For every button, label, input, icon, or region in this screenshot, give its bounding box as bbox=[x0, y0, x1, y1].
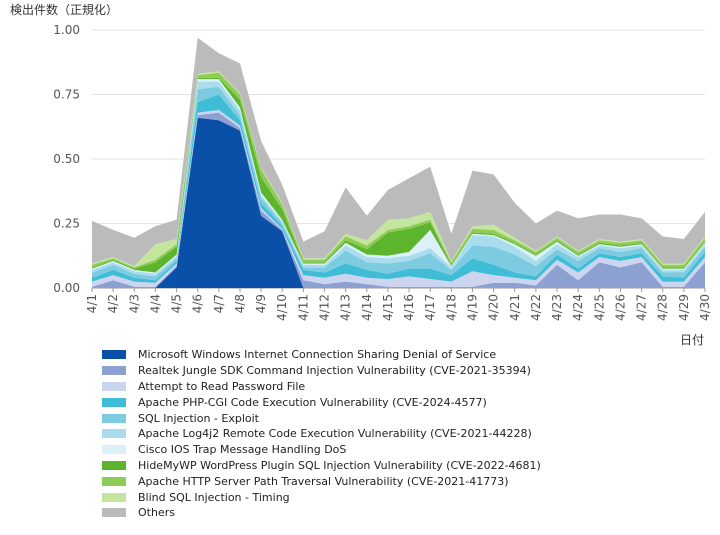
x-tick-label: 4/10 bbox=[275, 294, 289, 321]
y-tick-label: 0.25 bbox=[53, 217, 80, 231]
area-series bbox=[92, 117, 705, 288]
legend-label: Realtek Jungle SDK Command Injection Vul… bbox=[138, 364, 531, 378]
legend-item: Others bbox=[102, 505, 541, 521]
x-axis-title: 日付 bbox=[680, 333, 705, 347]
legend-item: Blind SQL Injection - Timing bbox=[102, 489, 541, 505]
legend-label: Blind SQL Injection - Timing bbox=[138, 490, 290, 504]
y-axis-title: 検出件数（正規化） bbox=[10, 3, 119, 17]
legend-label: HideMyWP WordPress Plugin SQL Injection … bbox=[138, 458, 541, 472]
x-tick-label: 4/30 bbox=[698, 294, 712, 321]
legend-label: Attempt to Read Password File bbox=[138, 379, 306, 393]
x-tick-label: 4/9 bbox=[254, 294, 268, 313]
x-tick-label: 4/7 bbox=[212, 294, 226, 313]
legend-label: SQL Injection - Exploit bbox=[138, 411, 259, 425]
legend-item: Attempt to Read Password File bbox=[102, 379, 541, 395]
x-tick-label: 4/21 bbox=[508, 294, 522, 321]
legend-swatch bbox=[102, 366, 126, 376]
x-tick-label: 4/1 bbox=[85, 294, 99, 313]
y-tick-label: 0.50 bbox=[53, 152, 80, 166]
legend-swatch bbox=[102, 350, 126, 360]
x-tick-label: 4/24 bbox=[571, 294, 585, 321]
x-tick-label: 4/4 bbox=[148, 294, 162, 313]
x-tick-label: 4/16 bbox=[402, 294, 416, 321]
area-series bbox=[92, 112, 705, 288]
legend: Microsoft Windows Internet Connection Sh… bbox=[102, 347, 541, 521]
x-tick-label: 4/18 bbox=[444, 294, 458, 321]
x-tick-label: 4/14 bbox=[360, 294, 374, 321]
area-series bbox=[92, 77, 705, 273]
x-tick-label: 4/26 bbox=[613, 294, 627, 321]
x-tick-label: 4/3 bbox=[127, 294, 141, 313]
x-tick-label: 4/2 bbox=[106, 294, 120, 313]
y-tick-label: 0.75 bbox=[53, 88, 80, 102]
x-tick-label: 4/22 bbox=[529, 294, 543, 321]
stacked-area-chart: 0.00 0.25 0.50 0.75 1.00 4/1 4/2 4/3 4/4 4/5 4/6 4/… bbox=[53, 23, 712, 321]
x-tick-label: 4/12 bbox=[318, 294, 332, 321]
area-series bbox=[92, 37, 705, 267]
legend-item: Microsoft Windows Internet Connection Sh… bbox=[102, 347, 541, 363]
x-tick-label: 4/29 bbox=[677, 294, 691, 321]
legend-swatch bbox=[102, 413, 126, 423]
x-tick-label: 4/6 bbox=[191, 294, 205, 313]
legend-item: SQL Injection - Exploit bbox=[102, 410, 541, 426]
x-tick-label: 4/17 bbox=[423, 294, 437, 321]
y-tick-label: 1.00 bbox=[53, 23, 80, 37]
legend-swatch bbox=[102, 508, 126, 518]
x-tick-label: 4/19 bbox=[465, 294, 479, 321]
legend-swatch bbox=[102, 492, 126, 502]
x-tick-label: 4/15 bbox=[381, 294, 395, 321]
legend-swatch bbox=[102, 381, 126, 391]
area-series bbox=[92, 72, 705, 269]
area-series bbox=[92, 71, 705, 268]
legend-label: Apache Log4j2 Remote Code Execution Vuln… bbox=[138, 427, 532, 441]
x-tick-label: 4/28 bbox=[656, 294, 670, 321]
x-tick-label: 4/8 bbox=[233, 294, 247, 313]
legend-swatch bbox=[102, 460, 126, 470]
x-tick-label: 4/11 bbox=[296, 294, 310, 321]
legend-item: Apache HTTP Server Path Traversal Vulner… bbox=[102, 473, 541, 489]
legend-item: Apache PHP-CGI Code Execution Vulnerabil… bbox=[102, 394, 541, 410]
legend-label: Apache HTTP Server Path Traversal Vulner… bbox=[138, 474, 509, 488]
x-tick-label: 4/20 bbox=[487, 294, 501, 321]
legend-swatch bbox=[102, 397, 126, 407]
legend-label: Microsoft Windows Internet Connection Sh… bbox=[138, 348, 497, 362]
legend-item: HideMyWP WordPress Plugin SQL Injection … bbox=[102, 458, 541, 474]
legend-swatch bbox=[102, 445, 126, 455]
legend-label: Others bbox=[138, 506, 175, 520]
legend-item: Realtek Jungle SDK Command Injection Vul… bbox=[102, 363, 541, 379]
legend-label: Apache PHP-CGI Code Execution Vulnerabil… bbox=[138, 395, 487, 409]
x-tick-label: 4/27 bbox=[635, 294, 649, 321]
x-tick-label: 4/13 bbox=[339, 294, 353, 321]
x-tick-label: 4/5 bbox=[170, 294, 184, 313]
legend-swatch bbox=[102, 429, 126, 439]
y-tick-label: 0.00 bbox=[53, 281, 80, 295]
x-tick-label: 4/25 bbox=[592, 294, 606, 321]
legend-item: Cisco IOS Trap Message Handling DoS bbox=[102, 442, 541, 458]
area-series bbox=[92, 94, 705, 283]
x-tick-label: 4/23 bbox=[550, 294, 564, 321]
legend-item: Apache Log4j2 Remote Code Execution Vuln… bbox=[102, 426, 541, 442]
legend-swatch bbox=[102, 476, 126, 486]
legend-label: Cisco IOS Trap Message Handling DoS bbox=[138, 443, 347, 457]
